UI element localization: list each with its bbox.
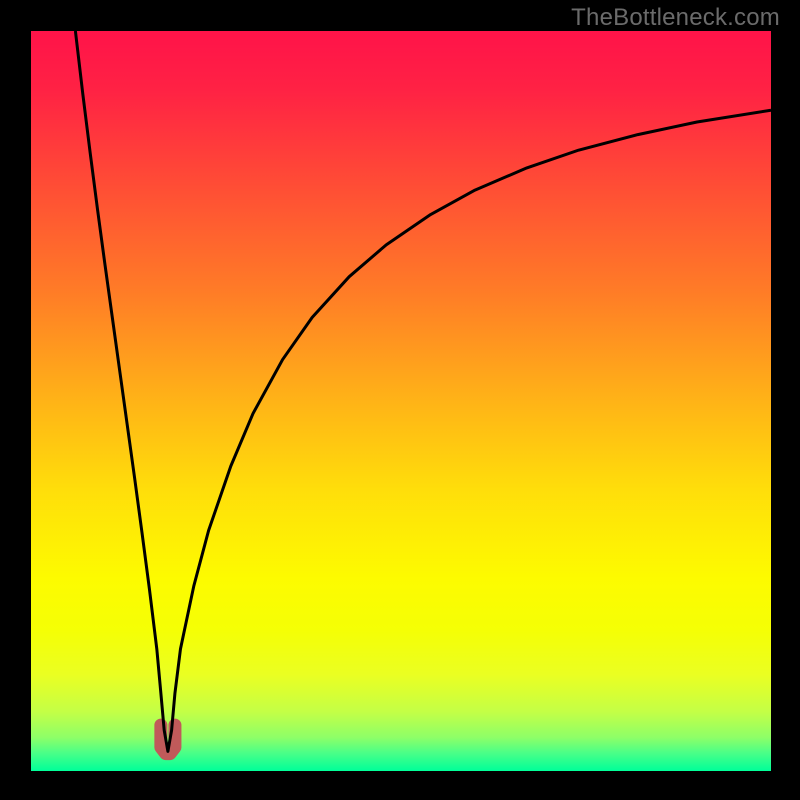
plot-frame	[31, 31, 771, 771]
bottleneck-curve-plot	[31, 31, 771, 771]
stage: TheBottleneck.com	[0, 0, 800, 800]
watermark-text: TheBottleneck.com	[571, 4, 780, 32]
gradient-background	[31, 31, 771, 771]
